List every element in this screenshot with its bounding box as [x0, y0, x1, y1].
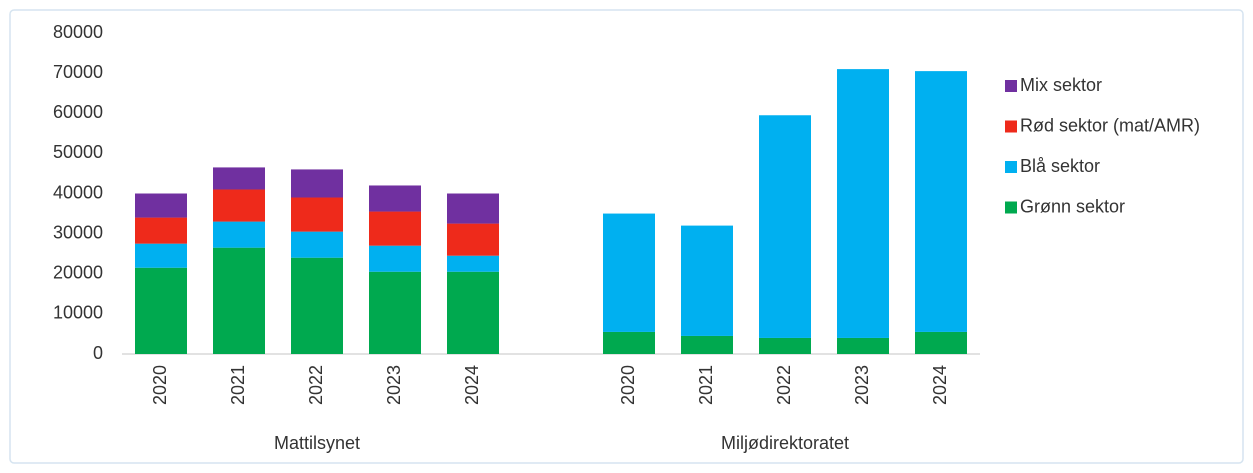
bar-segment [213, 167, 265, 190]
bar-segment [369, 245, 421, 272]
x-tick-label: 2022 [306, 365, 326, 405]
legend-swatch [1005, 201, 1017, 214]
y-tick-label: 40000 [53, 182, 103, 202]
bar-segment [135, 243, 187, 268]
y-tick-label: 80000 [53, 22, 103, 42]
x-tick-label: 2024 [930, 365, 950, 405]
bar-segment [447, 255, 499, 272]
bar-segment [837, 69, 889, 338]
bar-segment [603, 331, 655, 354]
x-tick-label: 2021 [696, 365, 716, 405]
x-tick-label: 2020 [150, 365, 170, 405]
bar-segment [369, 211, 421, 246]
legend-swatch [1005, 161, 1017, 173]
legend-swatch [1005, 80, 1017, 92]
bar-segment [681, 335, 733, 354]
bar-segment [135, 193, 187, 218]
x-tick-label: 2023 [384, 365, 404, 405]
legend-label: Grønn sektor [1020, 196, 1125, 216]
bar-segment [369, 271, 421, 354]
legend-label: Mix sektor [1020, 75, 1102, 95]
legend-swatch [1005, 120, 1017, 133]
bar-segment [213, 247, 265, 354]
bar-segment [291, 257, 343, 354]
bar-segment [759, 115, 811, 338]
bar-segment [135, 267, 187, 354]
x-tick-label: 2021 [228, 365, 248, 405]
y-tick-label: 0 [93, 343, 103, 363]
bar-segment [291, 169, 343, 198]
x-tick-label: 2022 [774, 365, 794, 405]
bar-segment [447, 271, 499, 354]
legend-label: Blå sektor [1020, 156, 1100, 176]
bar-segment [915, 331, 967, 354]
group-label: Miljødirektoratet [721, 433, 849, 453]
y-tick-label: 60000 [53, 102, 103, 122]
bar-segment [369, 185, 421, 212]
bar-segment [213, 221, 265, 248]
bar-segment [759, 337, 811, 354]
y-tick-label: 20000 [53, 263, 103, 283]
x-tick-label: 2020 [618, 365, 638, 405]
bar-segment [681, 225, 733, 336]
legend-label: Rød sektor (mat/AMR) [1020, 115, 1200, 135]
x-tick-label: 2024 [462, 365, 482, 405]
y-tick-label: 30000 [53, 222, 103, 242]
bar-segment [603, 213, 655, 332]
bar-segment [447, 223, 499, 256]
bar-segment [213, 189, 265, 222]
x-tick-label: 2023 [852, 365, 872, 405]
y-tick-label: 10000 [53, 303, 103, 323]
bar-segment [135, 217, 187, 244]
bar-segment [291, 231, 343, 258]
bar-segment [447, 193, 499, 224]
group-label: Mattilsynet [274, 433, 360, 453]
y-tick-label: 50000 [53, 142, 103, 162]
bar-segment [291, 197, 343, 232]
bar-segment [837, 337, 889, 354]
bar-segment [915, 71, 967, 332]
y-tick-label: 70000 [53, 62, 103, 82]
